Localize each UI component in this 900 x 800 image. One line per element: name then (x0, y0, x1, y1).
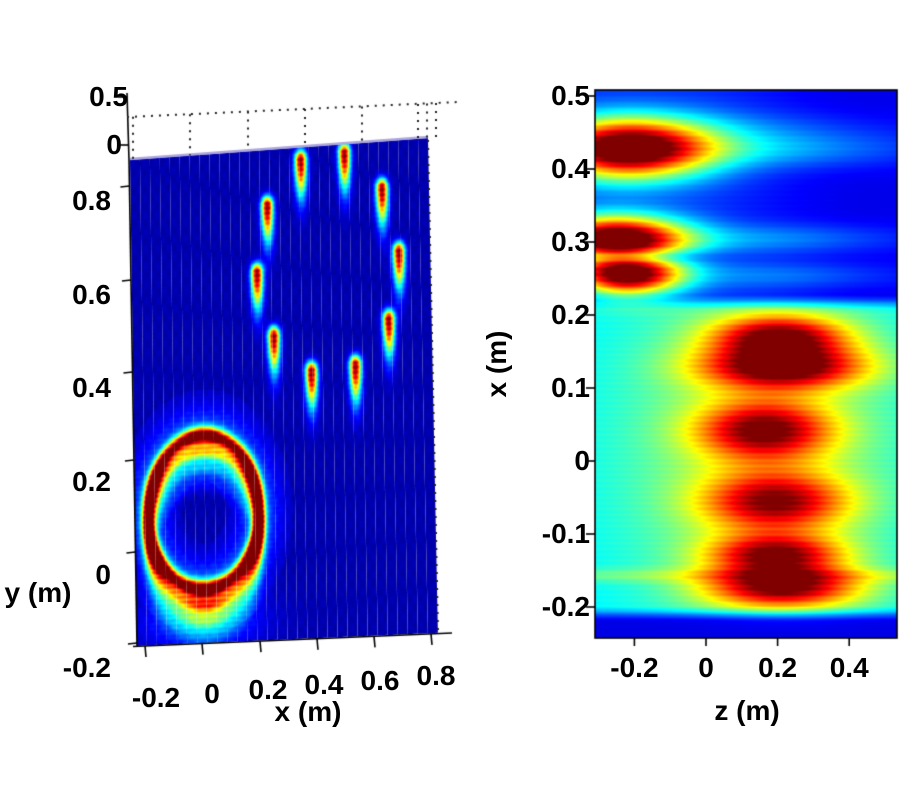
right-y-tick-label: 0.1 (551, 372, 590, 403)
left-y-tick-label: -0.2 (62, 652, 111, 684)
left-y-tick-label: 0 (95, 559, 111, 590)
left-x-tick-label: 0.8 (416, 660, 456, 692)
right-x-tick-label: -0.2 (610, 652, 659, 683)
right-y-tick-label: 0.2 (551, 299, 590, 330)
left-y-axis-label-text: y (m) (4, 577, 72, 608)
left-z-tick-label: 0.5 (89, 81, 128, 112)
left-x-tick-label: -0.2 (131, 682, 181, 714)
left-heatmap-3d-plot (0, 80, 470, 740)
left-x-tick-label: 0 (204, 678, 220, 709)
left-x-tick-label: 0.6 (360, 664, 400, 696)
right-y-tick-label: -0.2 (541, 591, 590, 622)
left-x-tick-label: 0.4 (304, 669, 344, 701)
right-heatmap-plot (540, 80, 900, 660)
left-y-tick-label: 0.6 (72, 278, 111, 310)
right-y-tick-label: 0.3 (551, 226, 590, 257)
right-y-tick-label: 0.5 (551, 80, 590, 111)
left-x-tick-label: 0.2 (248, 673, 288, 705)
left-y-tick-label: 0.8 (72, 185, 111, 217)
left-y-tick-label: 0.2 (72, 465, 111, 497)
right-x-tick-label: 0 (698, 652, 714, 683)
right-x-axis-label-text: z (m) (714, 695, 780, 726)
left-y-tick-label: 0.4 (72, 372, 111, 404)
right-y-tick-label: 0 (574, 445, 590, 476)
right-x-tick-label: 0.4 (829, 652, 869, 683)
right-x-tick-label: 0.2 (758, 652, 798, 683)
right-y-tick-label: -0.1 (541, 518, 590, 549)
right-y-tick-label: 0.4 (551, 153, 590, 184)
left-x-axis-label-text: x (m) (274, 696, 342, 727)
left-z-tick-label: 0 (106, 129, 122, 160)
